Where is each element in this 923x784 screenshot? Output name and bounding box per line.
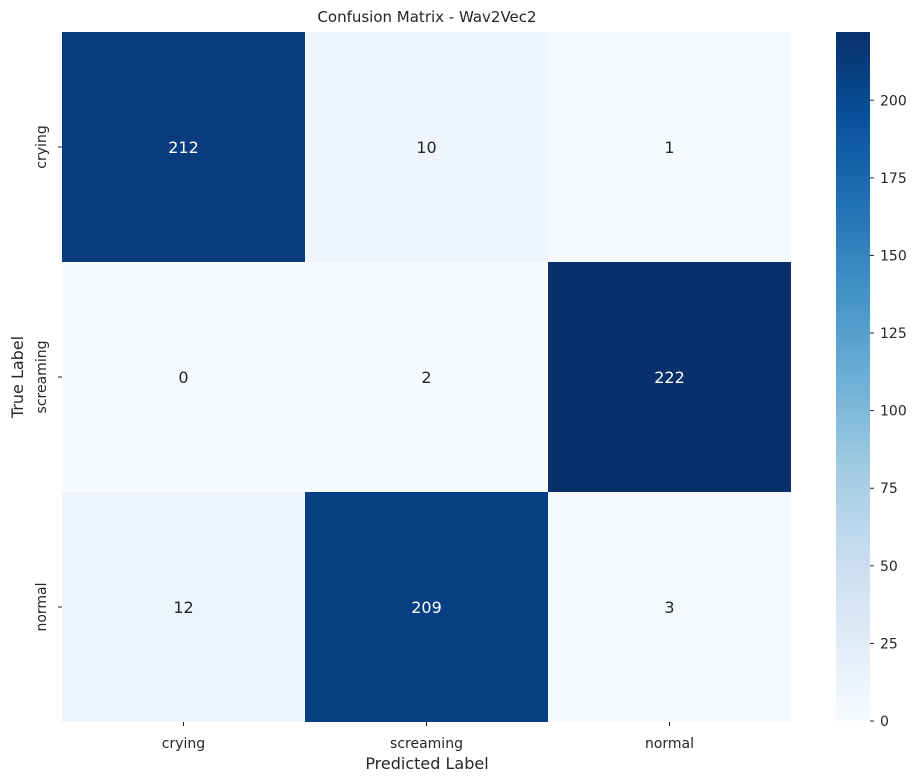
cell-value-label: 2 bbox=[421, 368, 431, 387]
cell-value-label: 222 bbox=[654, 368, 685, 387]
y-axis-ticks: crying screaming normal bbox=[34, 125, 62, 632]
cell-value-label: 209 bbox=[411, 598, 442, 617]
heatmap-cell-screaming-crying bbox=[62, 262, 305, 492]
x-tick-label-screaming: screaming bbox=[390, 736, 463, 752]
cell-value-label: 12 bbox=[173, 598, 193, 617]
heatmap-cell-normal-screaming bbox=[305, 492, 548, 722]
heatmap-cell-crying-screaming bbox=[305, 32, 548, 262]
heatmap-cell-crying-normal bbox=[548, 32, 791, 262]
colorbar-tick-label: 150 bbox=[880, 248, 907, 264]
x-axis-label: Predicted Label bbox=[365, 754, 488, 773]
heatmap-cell-crying-crying bbox=[62, 32, 305, 262]
colorbar-tick-label: 175 bbox=[880, 171, 907, 187]
x-axis-ticks: crying screaming normal bbox=[162, 722, 694, 752]
colorbar-tick-label: 50 bbox=[880, 559, 898, 575]
colorbar bbox=[836, 32, 870, 721]
cell-value-label: 1 bbox=[664, 138, 674, 157]
heatmap-cell-screaming-screaming bbox=[305, 262, 548, 492]
heatmap-cell-normal-normal bbox=[548, 492, 791, 722]
y-axis-label: True Label bbox=[8, 336, 27, 419]
colorbar-tick-label: 0 bbox=[880, 714, 889, 730]
heatmap-cell-normal-crying bbox=[62, 492, 305, 722]
x-tick-label-normal: normal bbox=[645, 736, 694, 752]
colorbar-tick-label: 25 bbox=[880, 636, 898, 652]
colorbar-ticks: 0 25 50 75 100 125 150 175 200 bbox=[870, 93, 907, 730]
colorbar-tick-label: 200 bbox=[880, 93, 907, 109]
heatmap-cell-screaming-normal bbox=[548, 262, 791, 492]
cell-value-label: 212 bbox=[168, 138, 199, 157]
y-tick-label-screaming: screaming bbox=[34, 341, 50, 414]
colorbar-tick-label: 75 bbox=[880, 481, 898, 497]
cell-value-label: 10 bbox=[416, 138, 436, 157]
x-tick-label-crying: crying bbox=[162, 736, 205, 752]
colorbar-tick-label: 125 bbox=[880, 326, 907, 342]
y-tick-label-crying: crying bbox=[34, 125, 50, 168]
y-tick-label-normal: normal bbox=[34, 582, 50, 631]
heatmap-cells bbox=[62, 32, 791, 722]
chart-title: Confusion Matrix - Wav2Vec2 bbox=[317, 8, 536, 26]
cell-value-label: 0 bbox=[178, 368, 188, 387]
colorbar-tick-label: 100 bbox=[880, 404, 907, 420]
cell-value-label: 3 bbox=[664, 598, 674, 617]
